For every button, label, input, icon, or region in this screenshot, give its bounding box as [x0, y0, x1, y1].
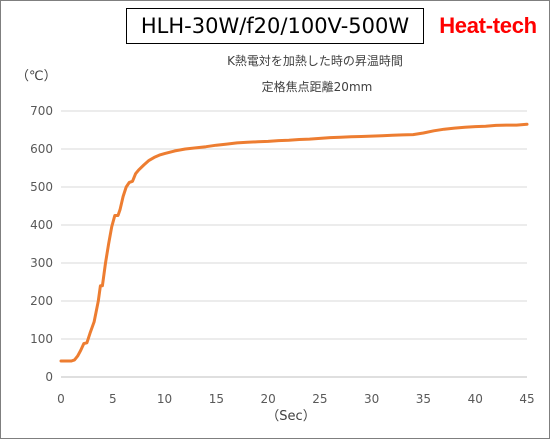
tick-labels: 0 100 200 300 400 500 600 700 0 5 10 15 20 25 30 35 40 45	[30, 104, 535, 406]
series-line-0	[59, 122, 529, 363]
chart-subtitle-line-2: 定格焦点距離20mm	[261, 80, 373, 94]
x-tick-label-35: 35	[416, 392, 431, 406]
chart-subtitle-line-1: K熱電対を加熱した時の昇温時間	[227, 54, 403, 68]
y-tick-label-400: 400	[30, 218, 53, 232]
x-tick-label-0: 0	[57, 392, 65, 406]
series-layer	[59, 122, 529, 363]
y-tick-label-300: 300	[30, 256, 53, 270]
x-tick-label-15: 15	[209, 392, 224, 406]
x-tick-label-10: 10	[157, 392, 172, 406]
y-tick-label-700: 700	[30, 104, 53, 118]
y-tick-label-600: 600	[30, 142, 53, 156]
x-tick-label-30: 30	[364, 392, 379, 406]
gridlines	[61, 110, 527, 340]
y-tick-label-200: 200	[30, 294, 53, 308]
y-tick-label-100: 100	[30, 332, 53, 346]
x-tick-label-25: 25	[312, 392, 327, 406]
x-tick-label-5: 5	[109, 392, 117, 406]
chart-title-box: HLH-30W/f20/100V-500W	[126, 8, 424, 44]
x-axis-label: （Sec）	[266, 409, 315, 424]
x-tick-label-20: 20	[260, 392, 275, 406]
y-tick-label-500: 500	[30, 180, 53, 194]
x-tick-label-45: 45	[519, 392, 534, 406]
x-tick-label-40: 40	[468, 392, 483, 406]
brand-logo-text: Heat-tech	[439, 13, 537, 38]
chart-title: HLH-30W/f20/100V-500W	[140, 14, 410, 38]
y-tick-label-0: 0	[45, 370, 53, 384]
y-axis-label: （℃）	[16, 69, 57, 84]
